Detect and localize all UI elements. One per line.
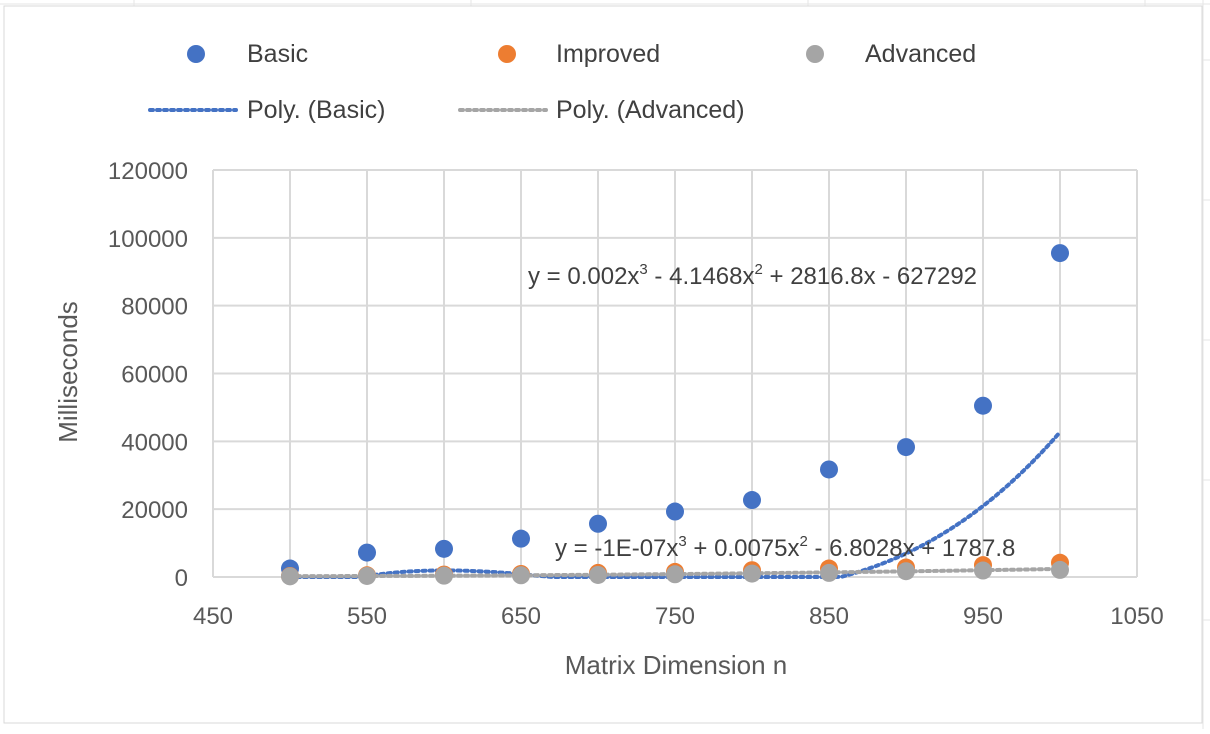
legend-marker-improved xyxy=(498,45,516,63)
legend-marker-advanced xyxy=(806,45,824,63)
x-tick-label: 550 xyxy=(347,603,387,630)
x-tick-label: 750 xyxy=(655,603,695,630)
x-tick-label: 450 xyxy=(193,603,233,630)
point-basic xyxy=(666,502,684,521)
x-tick-label: 1050 xyxy=(1110,603,1163,630)
y-axis-ticks: 0 20000 40000 60000 80000 100000 120000 xyxy=(108,158,188,592)
legend-label-poly-basic: Poly. (Basic) xyxy=(247,96,385,124)
point-advanced xyxy=(435,566,453,585)
equation-advanced: y = -1E-07x3 + 0.0075x2 - 6.8028x + 1787… xyxy=(555,533,1015,562)
point-basic xyxy=(435,539,453,558)
x-axis-title: Matrix Dimension n xyxy=(565,650,788,680)
x-tick-label: 950 xyxy=(963,603,1003,630)
x-tick-label: 850 xyxy=(809,603,849,630)
point-basic xyxy=(512,529,530,548)
point-advanced xyxy=(743,564,761,583)
y-tick-label: 60000 xyxy=(121,362,188,389)
legend-label-poly-advanced: Poly. (Advanced) xyxy=(556,96,745,124)
equation-basic: y = 0.002x3 - 4.1468x2 + 2816.8x - 62729… xyxy=(528,261,977,290)
legend: Basic Improved Advanced Poly. (Basic) Po… xyxy=(148,40,976,124)
point-advanced xyxy=(820,563,838,582)
point-basic xyxy=(897,438,915,457)
point-advanced xyxy=(666,565,684,584)
chart-area xyxy=(3,5,1203,724)
point-basic xyxy=(820,460,838,479)
y-tick-label: 0 xyxy=(175,565,188,592)
gridlines xyxy=(212,169,1138,578)
x-axis-ticks: 450 550 650 750 850 950 1050 xyxy=(193,603,1164,630)
point-basic xyxy=(1051,244,1069,263)
point-basic xyxy=(358,543,376,562)
x-tick-label: 650 xyxy=(501,603,541,630)
point-basic xyxy=(743,491,761,510)
point-advanced xyxy=(897,562,915,581)
y-axis-title: Milliseconds xyxy=(53,301,83,443)
point-advanced xyxy=(358,566,376,585)
point-advanced xyxy=(281,567,299,586)
point-basic xyxy=(589,514,607,533)
legend-label-advanced: Advanced xyxy=(865,40,976,68)
legend-marker-basic xyxy=(187,45,205,63)
y-tick-label: 100000 xyxy=(108,226,188,253)
point-basic xyxy=(974,396,992,415)
point-advanced xyxy=(512,566,530,585)
y-tick-label: 80000 xyxy=(121,294,188,321)
y-tick-label: 40000 xyxy=(121,429,188,456)
point-advanced xyxy=(974,561,992,580)
point-advanced xyxy=(589,565,607,584)
y-tick-label: 120000 xyxy=(108,158,188,185)
data-points xyxy=(281,244,1069,586)
legend-label-basic: Basic xyxy=(247,40,308,68)
legend-label-improved: Improved xyxy=(556,40,660,68)
point-advanced xyxy=(1051,560,1069,579)
y-tick-label: 20000 xyxy=(121,497,188,524)
